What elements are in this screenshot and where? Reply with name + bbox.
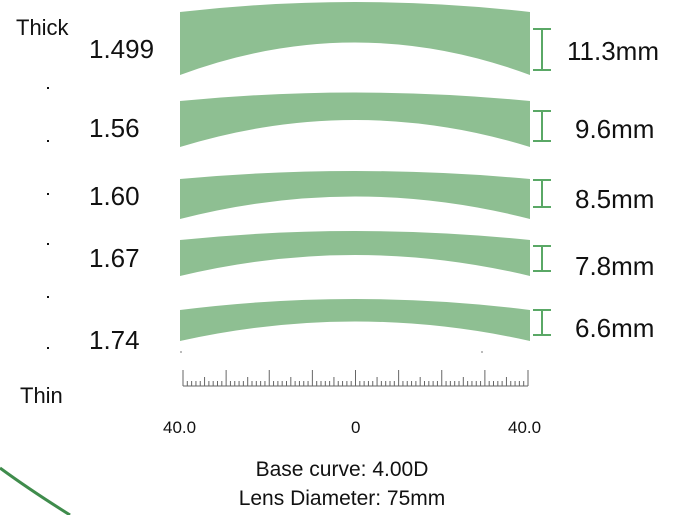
ruler-ticks bbox=[182, 370, 529, 386]
lens-1-56 bbox=[180, 92, 551, 147]
scale-dot bbox=[47, 87, 49, 89]
index-label-1-499: 1.499 bbox=[89, 34, 155, 64]
index-label-1-67: 1.67 bbox=[89, 243, 140, 273]
lens-1-499 bbox=[180, 2, 551, 75]
lens-profile bbox=[180, 171, 530, 219]
thickness-label-1-60: 8.5mm bbox=[575, 184, 655, 214]
lens-profile bbox=[180, 231, 530, 276]
lens-profile bbox=[180, 299, 530, 341]
scale-dot bbox=[47, 140, 49, 142]
ruler-label-center: 0 bbox=[351, 418, 361, 437]
scale-dot bbox=[47, 296, 49, 298]
index-label-1-56: 1.56 bbox=[89, 113, 140, 143]
lens-1-67 bbox=[180, 231, 551, 276]
scale-dots bbox=[47, 87, 49, 349]
ruler-speck bbox=[180, 351, 182, 353]
ruler bbox=[182, 370, 529, 387]
thickness-marker bbox=[533, 245, 551, 272]
thickness-label-1-499: 11.3mm bbox=[567, 36, 659, 66]
scale-thick-label: Thick bbox=[16, 15, 69, 40]
thickness-label-1-56: 9.6mm bbox=[575, 114, 655, 144]
thickness-label-1-67: 7.8mm bbox=[575, 251, 655, 281]
base-curve-text: Base curve: 4.00D bbox=[255, 458, 429, 481]
lens-profile bbox=[180, 92, 530, 147]
ruler-label-left: 40.0 bbox=[163, 418, 197, 437]
thickness-marker bbox=[533, 110, 551, 142]
thickness-marker bbox=[533, 309, 551, 336]
lens-profile bbox=[180, 2, 530, 75]
lens-1-74 bbox=[180, 299, 551, 341]
thickness-label-1-74: 6.6mm bbox=[575, 313, 655, 343]
index-label-1-60: 1.60 bbox=[89, 181, 140, 211]
ruler-label-right: 40.0 bbox=[508, 418, 542, 437]
ruler-speck bbox=[481, 351, 483, 353]
decorative-arc bbox=[0, 466, 71, 515]
thickness-marker bbox=[533, 179, 551, 208]
scale-dot bbox=[47, 193, 49, 195]
scale-thin-label: Thin bbox=[20, 383, 63, 408]
ruler-specks bbox=[180, 351, 483, 353]
scale-dot bbox=[47, 243, 49, 245]
lens-diameter-text: Lens Diameter: 75mm bbox=[238, 487, 446, 510]
scale-dot bbox=[47, 347, 49, 349]
thickness-marker bbox=[533, 28, 551, 71]
lens-1-60 bbox=[180, 171, 551, 219]
index-label-1-74: 1.74 bbox=[89, 325, 140, 355]
